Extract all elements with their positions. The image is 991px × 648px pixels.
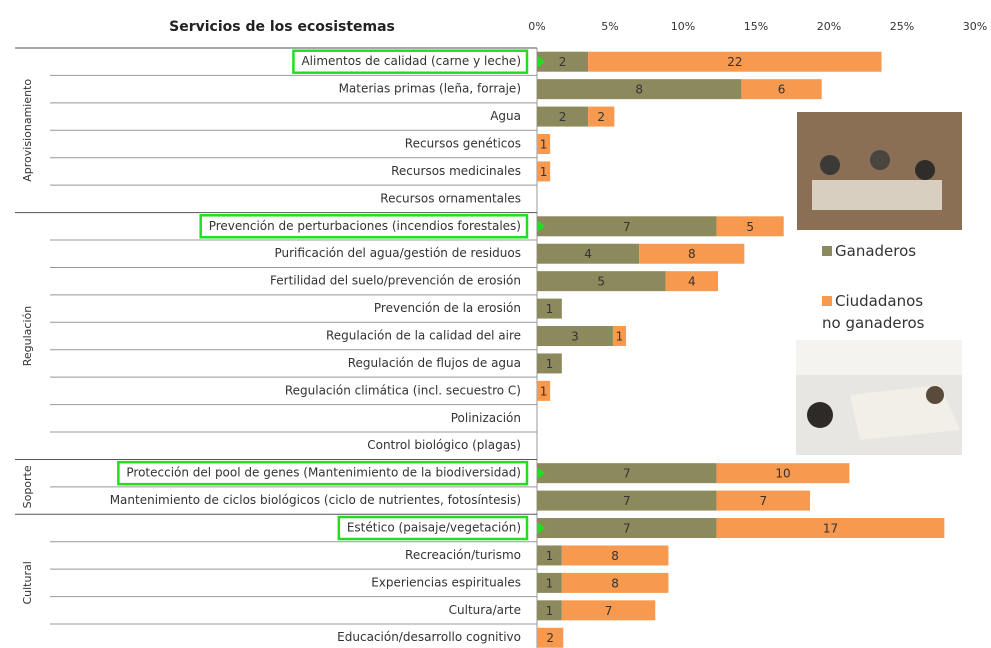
photo-meeting: [797, 112, 962, 230]
x-tick-label: 10%: [671, 20, 695, 33]
legend-swatch: [822, 246, 832, 256]
count-label: 6: [778, 83, 786, 97]
category-label: Recursos genéticos: [405, 137, 521, 151]
legend-item: Ciudadanos no ganaderos: [822, 290, 942, 334]
category-label: Materias primas (leña, forraje): [339, 82, 521, 96]
count-label: 7: [759, 494, 767, 508]
count-label: 2: [546, 631, 554, 645]
category-label: Regulación de flujos de agua: [348, 356, 521, 370]
count-label: 1: [616, 330, 624, 344]
group-label: Aprovisionamiento: [21, 79, 34, 182]
category-label: Polinización: [451, 411, 521, 425]
legend-item: Ganaderos: [822, 240, 916, 262]
count-label: 2: [559, 110, 567, 124]
count-label: 1: [546, 302, 554, 316]
count-label: 8: [611, 549, 619, 563]
count-label: 7: [623, 467, 631, 481]
photo-person: [915, 160, 935, 180]
category-label: Recursos medicinales: [391, 164, 521, 178]
category-label: Mantenimiento de ciclos biológicos (cicl…: [110, 493, 521, 507]
count-label: 7: [623, 220, 631, 234]
photo-person: [926, 386, 944, 404]
photo-person: [870, 150, 890, 170]
legend-swatch: [822, 296, 832, 306]
category-label: Educación/desarrollo cognitivo: [337, 630, 521, 644]
x-tick-label: 25%: [890, 20, 914, 33]
category-label: Estético (paisaje/vegetación): [347, 521, 521, 535]
x-tick-label: 0%: [528, 20, 545, 33]
count-label: 8: [611, 576, 619, 590]
photo-person: [807, 402, 833, 428]
category-label: Prevención de perturbaciones (incendios …: [209, 219, 521, 233]
count-label: 8: [635, 83, 643, 97]
count-label: 2: [597, 110, 605, 124]
count-label: 7: [623, 522, 631, 536]
category-label: Experiencias espirituales: [371, 575, 521, 589]
x-tick-label: 20%: [817, 20, 841, 33]
photo: [797, 112, 962, 230]
category-label: Recursos ornamentales: [380, 191, 521, 205]
page: {"chart_data": {"type": "stacked-bar-hor…: [0, 0, 991, 648]
category-label: Prevención de la erosión: [374, 301, 521, 315]
photo-wall: [796, 340, 962, 375]
category-label: Fertilidad del suelo/prevención de erosi…: [270, 274, 521, 288]
photo-person: [820, 155, 840, 175]
x-tick-label: 15%: [744, 20, 768, 33]
count-label: 4: [688, 275, 696, 289]
count-label: 1: [540, 165, 548, 179]
count-label: 5: [597, 275, 605, 289]
category-label: Protección del pool de genes (Mantenimie…: [126, 466, 521, 480]
category-label: Control biológico (plagas): [367, 438, 521, 452]
count-label: 2: [559, 55, 567, 69]
count-label: 17: [823, 522, 838, 536]
count-label: 7: [605, 604, 613, 618]
group-label: Cultural: [21, 561, 34, 604]
legend-label: Ganaderos: [835, 242, 916, 260]
x-tick-label: 30%: [963, 20, 987, 33]
group-label: Regulación: [21, 306, 34, 367]
count-label: 1: [546, 357, 554, 371]
photo-table: [812, 180, 942, 210]
count-label: 1: [546, 604, 554, 618]
category-label: Cultura/arte: [449, 603, 521, 617]
count-label: 1: [540, 138, 548, 152]
chart-title: Servicios de los ecosistemas: [169, 19, 395, 35]
count-label: 5: [746, 220, 754, 234]
count-label: 3: [571, 330, 579, 344]
count-label: 1: [540, 384, 548, 398]
count-label: 1: [546, 576, 554, 590]
category-label: Agua: [490, 109, 521, 123]
count-label: 8: [688, 247, 696, 261]
category-label: Regulación de la calidad del aire: [326, 329, 521, 343]
category-label: Regulación climática (incl. secuestro C): [285, 383, 521, 397]
count-label: 4: [584, 247, 592, 261]
count-label: 7: [623, 494, 631, 508]
group-label: Soporte: [21, 465, 34, 508]
x-tick-label: 5%: [601, 20, 618, 33]
count-label: 22: [727, 55, 742, 69]
photo-meeting: [796, 340, 962, 455]
category-label: Recreación/turismo: [405, 548, 521, 562]
legend-label: Ciudadanos no ganaderos: [822, 292, 924, 332]
category-label: Purificación del agua/gestión de residuo…: [274, 246, 521, 260]
count-label: 1: [546, 549, 554, 563]
count-label: 10: [775, 467, 790, 481]
category-label: Alimentos de calidad (carne y leche): [301, 54, 521, 68]
